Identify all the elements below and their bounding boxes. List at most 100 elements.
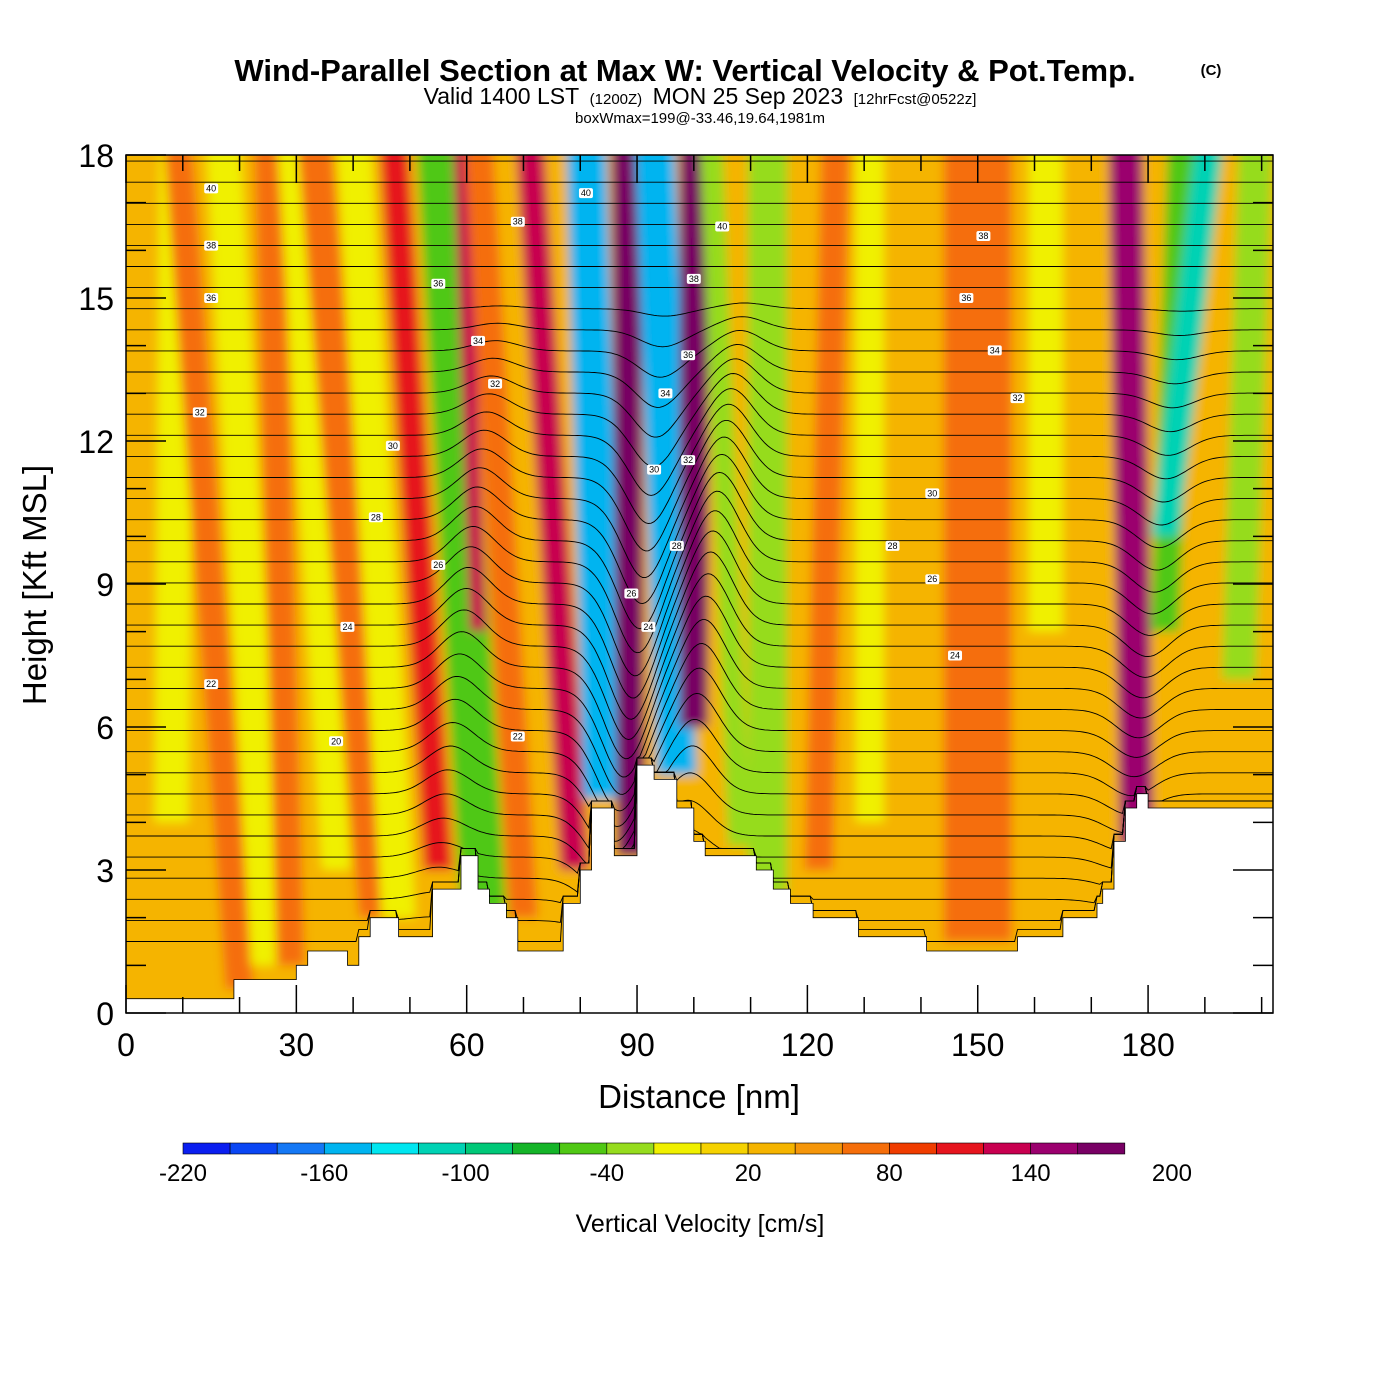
- theta-label-1: 38: [204, 240, 219, 251]
- colorbar-swatch-19: [1077, 1142, 1126, 1155]
- theta-contour-25: [126, 373, 1273, 467]
- w-band-1: [164, 155, 254, 990]
- w-band-24: [1150, 155, 1223, 537]
- theta-contour-labels: 40 38 36 32 36 38 34 32 30 28 26 24 22 20 22 40 40 38 36 34…: [192, 183, 1025, 747]
- theta-label-9: 28: [368, 512, 383, 523]
- theta-label-21: 30: [647, 464, 662, 475]
- theta-label-text: 26: [433, 560, 443, 570]
- colorbar-tick-label: 20: [735, 1160, 762, 1187]
- theta-label-text: 24: [643, 622, 653, 632]
- x-axis-label: Distance [nm]: [598, 1078, 800, 1115]
- theta-label-bg: [510, 216, 525, 227]
- y-tick-label: 12: [78, 424, 114, 460]
- theta-label-text: 40: [717, 222, 727, 232]
- plot-area: 40 38 36 32 36 38 34 32 30 28 26 24 22 20 22 40 40 38 36 34…: [126, 155, 1273, 1013]
- theta-label-text: 40: [206, 183, 216, 193]
- theta-contour-23: [126, 403, 1273, 524]
- theta-label-text: 32: [195, 407, 205, 417]
- theta-label-bg: [471, 335, 486, 346]
- theta-contour-29: [126, 316, 1273, 348]
- theta-label-bg: [192, 407, 207, 418]
- theta-label-bg: [925, 488, 940, 499]
- theta-contour-11: [126, 643, 1273, 795]
- theta-contour-21: [126, 436, 1273, 579]
- theta-label-14: 22: [510, 731, 525, 742]
- theta-label-bg: [204, 183, 219, 194]
- theta-label-bg: [368, 512, 383, 523]
- subtitle-valid: Valid 1400 LST: [424, 83, 580, 109]
- theta-label-bg: [385, 440, 400, 451]
- theta-label-text: 40: [581, 188, 591, 198]
- theta-label-bg: [641, 621, 656, 632]
- w-band-21: [1028, 155, 1063, 632]
- theta-label-text: 32: [490, 379, 500, 389]
- theta-contour-14: [126, 573, 1273, 740]
- terrain-profile: [126, 764, 1273, 1013]
- subtitle-utc: (1200Z): [590, 91, 643, 108]
- theta-label-text: 32: [683, 455, 693, 465]
- chart-title: Wind-Parallel Section at Max W: Vertical…: [234, 53, 1135, 88]
- theta-label-32: 24: [948, 650, 963, 661]
- colorbar-swatch-7: [512, 1142, 561, 1155]
- y-axis-label: Height [Kft MSL]: [16, 465, 53, 705]
- theta-label-text: 38: [206, 241, 216, 251]
- theta-label-bg: [578, 188, 593, 199]
- theta-label-bg: [987, 345, 1002, 356]
- theta-label-19: 34: [658, 388, 673, 399]
- theta-label-23: 26: [624, 588, 639, 599]
- theta-label-bg: [948, 650, 963, 661]
- box-info: boxWmax=199@-33.46,19.64,1981m: [575, 110, 825, 127]
- colorbar-swatch-0: [182, 1142, 231, 1155]
- w-band-2: [206, 155, 285, 966]
- x-tick-label: 150: [951, 1027, 1004, 1063]
- w-band-22: [1108, 155, 1154, 847]
- w-band-15: [679, 155, 709, 727]
- theta-label-bg: [431, 278, 446, 289]
- theta-contour-18: [126, 490, 1273, 654]
- y-tick-label: 18: [78, 138, 114, 174]
- theta-label-bg: [204, 240, 219, 251]
- theta-label-20: 32: [681, 455, 696, 466]
- theta-contour-17: [126, 510, 1273, 677]
- theta-label-text: 36: [961, 293, 971, 303]
- theta-label-29: 30: [925, 488, 940, 499]
- theta-label-text: 28: [672, 541, 682, 551]
- theta-label-bg: [669, 540, 684, 551]
- colorbar-swatch-2: [276, 1142, 325, 1155]
- x-tick-label: 0: [117, 1027, 135, 1063]
- x-tick-label: 180: [1121, 1027, 1174, 1063]
- theta-label-bg: [329, 736, 344, 747]
- colorbar-swatch-5: [418, 1142, 466, 1155]
- theta-label-text: 38: [978, 231, 988, 241]
- theta-label-22: 28: [669, 540, 684, 551]
- theta-label-text: 34: [990, 345, 1000, 355]
- theta-contour-15: [126, 551, 1273, 720]
- subtitle-date: MON 25 Sep 2023: [653, 83, 844, 109]
- theta-label-0: 40: [204, 183, 219, 194]
- colorbar-tick-label: -40: [589, 1160, 624, 1187]
- theta-label-bg: [715, 221, 730, 232]
- w-band-4: [277, 155, 351, 870]
- theta-label-4: 36: [431, 278, 446, 289]
- theta-label-10: 26: [431, 559, 446, 570]
- theta-label-2: 36: [204, 293, 219, 303]
- theta-label-text: 36: [433, 279, 443, 289]
- theta-label-11: 24: [340, 621, 355, 632]
- theta-contour-19: [126, 471, 1273, 630]
- theta-label-bg: [647, 464, 662, 475]
- colorbar: -220 -160 -100 -40 20 80 140 200: [159, 1142, 1192, 1187]
- theta-contour-5: [126, 757, 1273, 864]
- theta-label-text: 30: [388, 441, 398, 451]
- theta-label-5: 38: [510, 216, 525, 227]
- theta-label-bg: [681, 455, 696, 466]
- x-tick-label: 30: [279, 1027, 315, 1063]
- colorbar-swatch-8: [559, 1142, 608, 1155]
- w-band-20: [943, 155, 1012, 942]
- w-band-19: [855, 155, 885, 823]
- y-tick-label: 15: [78, 281, 114, 317]
- theta-contour-30: [126, 302, 1273, 317]
- colorbar-swatch-17: [983, 1142, 1031, 1155]
- theta-contour-9: [126, 692, 1273, 828]
- colorbar-swatch-14: [841, 1142, 890, 1155]
- theta-label-bg: [624, 588, 639, 599]
